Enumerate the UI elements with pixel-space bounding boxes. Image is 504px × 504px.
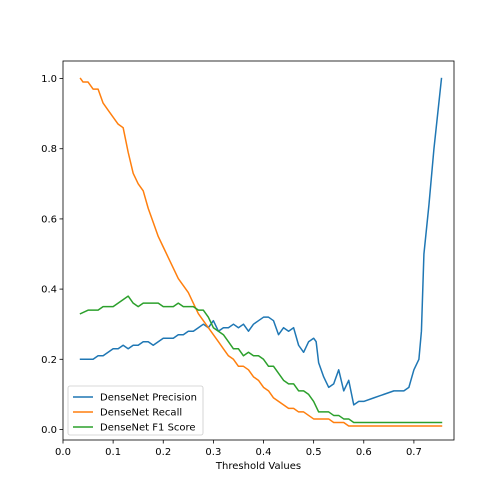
- y-tick-label: 1.0: [41, 74, 57, 85]
- y-tick-label: 0.6: [41, 214, 57, 225]
- x-axis-label: Threshold Values: [215, 461, 301, 472]
- y-tick-label: 0.4: [41, 285, 57, 296]
- x-tick-label: 0.2: [155, 447, 171, 458]
- x-tick-label: 0.3: [205, 447, 221, 458]
- y-tick-label: 0.8: [41, 144, 57, 155]
- x-tick-label: 0.5: [306, 447, 322, 458]
- series-line-3: [79, 295, 443, 424]
- y-tick-label: 0.2: [41, 355, 57, 366]
- legend-label-3: DenseNet F1 Score: [100, 423, 196, 434]
- legend-box: [67, 385, 204, 436]
- plot-frame: [62, 60, 455, 441]
- x-tick-label: 0.7: [406, 447, 422, 458]
- series-line-2: [79, 77, 443, 427]
- y-tick-label: 0.0: [41, 425, 57, 436]
- series-line-1: [79, 77, 443, 406]
- x-tick-label: 0.1: [105, 447, 121, 458]
- plot-background: [63, 61, 454, 440]
- legend: DenseNet Precision DenseNet Recall DenseNe…: [67, 385, 204, 436]
- x-tick-label: 0.0: [55, 447, 71, 458]
- axes: 0.0 0.1 0.2 0.3 0.4 0.5 0.6 0.7 0.0 0.2 0.4 0.6 0.8 1…: [41, 60, 455, 458]
- x-tick-label: 0.6: [356, 447, 372, 458]
- x-tick-label: 0.4: [256, 447, 272, 458]
- plot-area: [63, 61, 454, 440]
- legend-label-2: DenseNet Recall: [100, 408, 182, 419]
- legend-label-1: DenseNet Precision: [100, 393, 197, 404]
- series-lines: [79, 77, 443, 427]
